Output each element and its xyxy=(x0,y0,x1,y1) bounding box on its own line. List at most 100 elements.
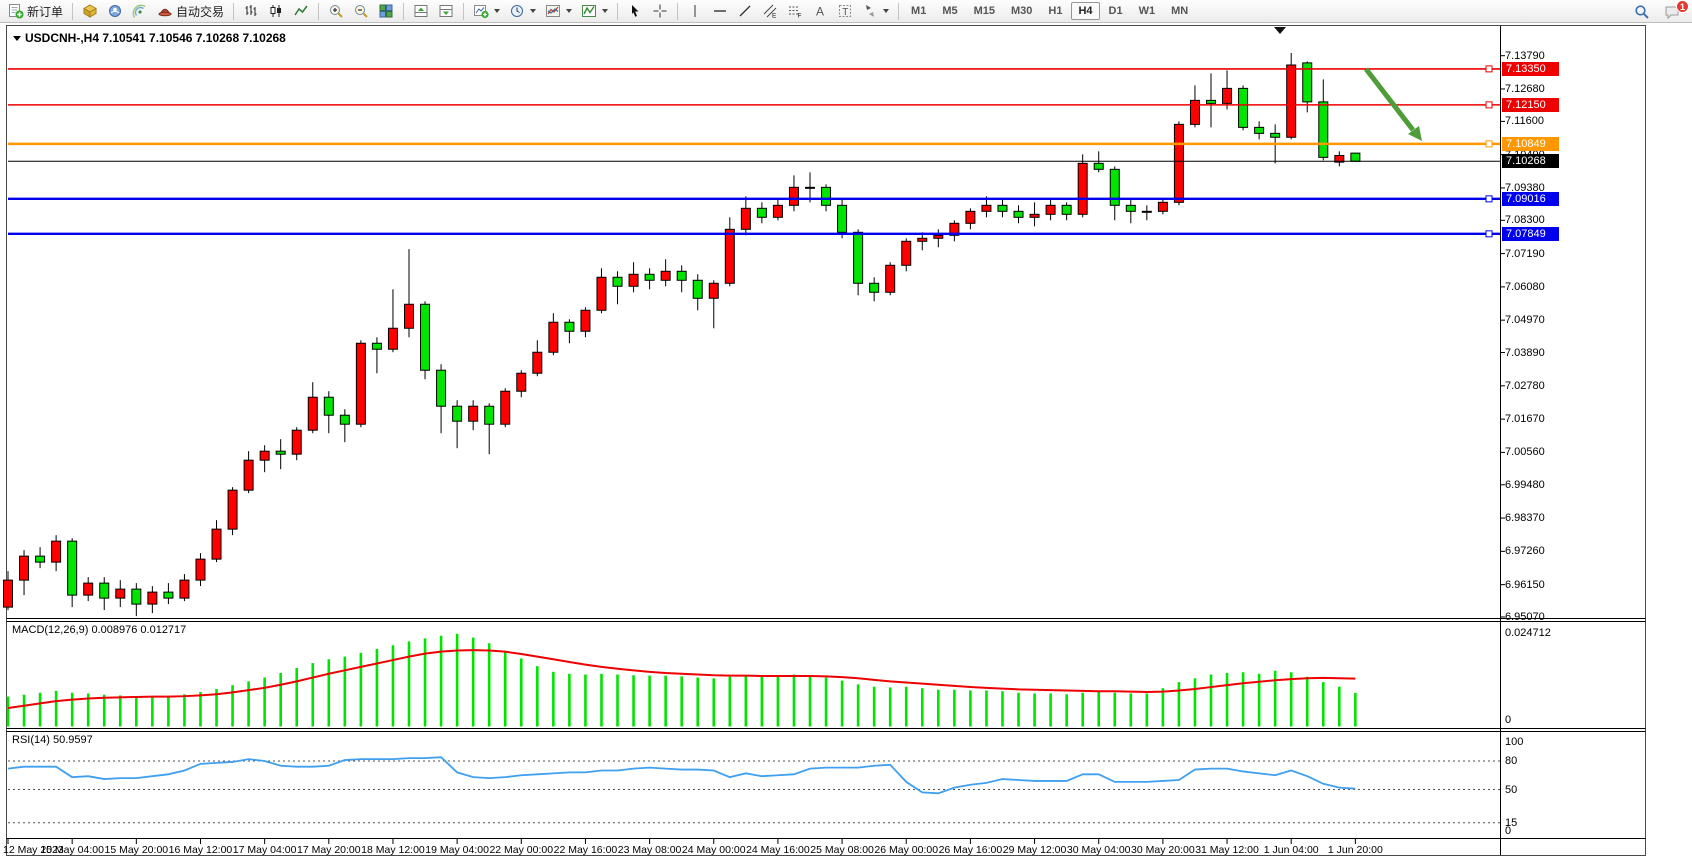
candle-body xyxy=(83,582,94,596)
autotrading-button[interactable]: 自动交易 xyxy=(153,1,228,21)
template-button[interactable] xyxy=(541,1,576,21)
crosshair-button[interactable] xyxy=(648,1,672,21)
trend-arrow[interactable] xyxy=(1364,67,1415,132)
candle-body xyxy=(821,186,832,206)
candle-body xyxy=(901,240,912,266)
new-order-button[interactable]: 新订单 xyxy=(4,1,67,21)
line-handle[interactable] xyxy=(1485,65,1493,73)
new-order-icon xyxy=(9,4,24,19)
panel-splitter[interactable] xyxy=(6,728,1646,732)
equidistant-channel-icon: E xyxy=(763,4,777,20)
toolbar-separator xyxy=(898,2,900,20)
arrows-button[interactable] xyxy=(858,1,893,21)
timeframe-h1[interactable]: H1 xyxy=(1048,5,1063,17)
signal-button[interactable] xyxy=(128,1,152,21)
candle-body xyxy=(628,273,639,287)
tile-windows-button[interactable] xyxy=(374,1,398,21)
candle-body xyxy=(1254,126,1265,134)
candle-body xyxy=(837,204,848,233)
dropdown-caret-icon xyxy=(566,9,573,13)
dropdown-caret-icon xyxy=(530,9,537,13)
timeframe-d1[interactable]: D1 xyxy=(1108,5,1123,17)
fibonacci-button[interactable]: F xyxy=(783,1,807,21)
timeframe-m15[interactable]: M15 xyxy=(973,5,995,17)
period-button[interactable] xyxy=(505,1,540,21)
horizontal-line-button[interactable] xyxy=(708,1,732,21)
signal-icon xyxy=(132,4,146,18)
indicator-window-alt-button[interactable] xyxy=(434,1,458,21)
candle-body xyxy=(596,276,607,311)
candle-body xyxy=(981,204,992,212)
timeframe-h4[interactable]: H4 xyxy=(1071,2,1100,20)
candlestick-chart-icon xyxy=(270,5,282,17)
indicator-window-button[interactable] xyxy=(409,1,433,21)
candle-body xyxy=(805,186,815,189)
candle-body xyxy=(965,210,976,224)
toolbar-separator xyxy=(677,2,679,20)
svg-text:E: E xyxy=(772,13,777,20)
gold-box-icon xyxy=(83,4,98,18)
vertical-line-button[interactable] xyxy=(683,1,707,21)
channel-button[interactable]: E xyxy=(758,1,782,21)
candle-body xyxy=(772,204,783,218)
panel-splitter[interactable] xyxy=(6,618,1646,622)
zoom-out-button[interactable] xyxy=(349,1,373,21)
candle-body xyxy=(997,204,1008,212)
timeframe-m30[interactable]: M30 xyxy=(1011,5,1033,17)
line-handle[interactable] xyxy=(1485,101,1493,109)
cursor-button[interactable] xyxy=(623,1,647,21)
candlestick-chart-button[interactable] xyxy=(264,1,288,21)
text-button[interactable]: A xyxy=(808,1,832,21)
zoom-in-button[interactable] xyxy=(324,1,348,21)
template-chart-icon xyxy=(546,5,561,17)
candle-body xyxy=(1173,123,1184,203)
candle-body xyxy=(163,591,174,599)
timeframe-w1[interactable]: W1 xyxy=(1138,5,1156,17)
candle-body xyxy=(243,459,254,491)
candle-body xyxy=(1302,62,1313,103)
candle-body xyxy=(1061,204,1072,215)
candle-body xyxy=(484,405,495,425)
candle-body xyxy=(307,396,318,431)
candle-body xyxy=(740,207,751,230)
candle-body xyxy=(131,588,142,605)
gold-box-button[interactable] xyxy=(78,1,102,21)
new-chart-button[interactable] xyxy=(469,1,504,21)
cursor-icon xyxy=(632,5,639,17)
chart-shift-marker-icon[interactable] xyxy=(1274,27,1286,34)
chat-button[interactable]: 1 xyxy=(1664,0,1689,20)
sym-dropdown-icon[interactable] xyxy=(13,35,21,41)
line-handle[interactable] xyxy=(1485,140,1493,148)
timeframe-mn[interactable]: MN xyxy=(1171,5,1189,17)
candle-body xyxy=(147,591,158,605)
candle-body xyxy=(179,579,190,599)
timeframe-m5[interactable]: M5 xyxy=(942,5,958,17)
timeframe-m1[interactable]: M1 xyxy=(911,5,927,17)
crosshair-icon xyxy=(653,4,667,18)
publisher-button[interactable] xyxy=(103,1,127,21)
search-icon[interactable] xyxy=(1634,4,1650,20)
text-label-button[interactable]: T xyxy=(833,1,857,21)
rsi-line xyxy=(7,756,1356,795)
trend-line-icon xyxy=(739,5,751,17)
indicators-button[interactable] xyxy=(577,1,612,21)
trend-arrow-head[interactable] xyxy=(1408,126,1422,141)
line-chart-button[interactable] xyxy=(289,1,313,21)
bar-chart-icon xyxy=(245,5,257,16)
toolbar-separator xyxy=(617,2,619,20)
candle-body xyxy=(917,237,928,242)
trend-line-button[interactable] xyxy=(733,1,757,21)
line-handle[interactable] xyxy=(1485,195,1493,203)
candle-body xyxy=(19,555,30,581)
candle-body xyxy=(1141,210,1152,213)
line-handle[interactable] xyxy=(1485,230,1493,238)
bar-chart-button[interactable] xyxy=(239,1,263,21)
tile-windows-icon xyxy=(379,4,393,18)
candle-body xyxy=(211,528,222,560)
candle-body xyxy=(564,321,575,332)
candle-body xyxy=(1093,162,1104,170)
notification-badge: 1 xyxy=(1676,0,1689,13)
candle-body xyxy=(532,351,543,374)
autotrading-label: 自动交易 xyxy=(176,4,225,19)
